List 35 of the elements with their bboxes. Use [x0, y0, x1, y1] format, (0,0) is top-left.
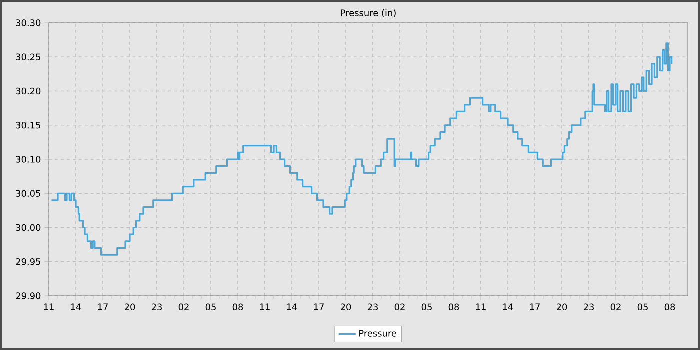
y-tick-label: 30.25 — [16, 54, 40, 61]
x-tick-label: 14 — [503, 304, 514, 310]
y-tick-label: 30.05 — [16, 190, 40, 198]
x-tick-label: 20 — [556, 304, 568, 311]
y-tick-label: 30.10 — [16, 156, 41, 163]
x-tick-label: 08 — [664, 304, 676, 311]
x-tick-label: 23 — [368, 304, 378, 311]
x-tick-label: 14 — [71, 304, 82, 310]
x-tick-label: 02 — [610, 304, 621, 311]
x-tick-label: 23 — [584, 304, 594, 311]
x-tick-label: 02 — [394, 304, 405, 311]
x-tick-label: 02 — [178, 304, 189, 311]
y-tick-label: 30.15 — [16, 122, 40, 129]
x-tick-label: 17 — [314, 304, 324, 310]
y-tick-label: 29.90 — [16, 292, 41, 300]
x-tick-label: 05 — [422, 304, 432, 311]
x-tick-label: 11 — [476, 304, 486, 310]
x-tick-label: 23 — [152, 304, 162, 311]
chart-title: Pressure (in) — [341, 10, 396, 18]
y-tick-label: 30.00 — [16, 224, 41, 232]
y-tick-label: 30.20 — [16, 88, 41, 95]
x-tick-label: 11 — [44, 304, 54, 310]
y-tick-label: 29.95 — [16, 258, 40, 266]
x-tick-label: 05 — [206, 304, 216, 311]
x-tick-label: 20 — [340, 304, 352, 311]
y-tick-label: 30.30 — [16, 20, 41, 26]
x-tick-label: 05 — [638, 304, 648, 311]
x-tick-label: 14 — [287, 304, 298, 310]
x-tick-label: 08 — [448, 304, 460, 311]
x-tick-label: 17 — [98, 304, 108, 310]
x-tick-label: 17 — [530, 304, 540, 310]
x-tick-label: 08 — [232, 304, 244, 311]
legend-label: Pressure — [360, 330, 396, 337]
x-tick-label: 11 — [260, 304, 270, 310]
x-tick-label: 20 — [124, 304, 136, 311]
